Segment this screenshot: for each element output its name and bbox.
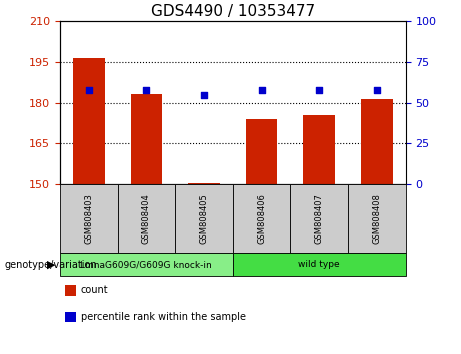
Text: GSM808408: GSM808408 (372, 193, 381, 244)
Point (373, 87, 381, 92)
Bar (130, 94, 162, 184)
Bar (73, 58, 105, 184)
Text: GSM808404: GSM808404 (142, 193, 151, 244)
Text: ▶: ▶ (47, 259, 55, 270)
Text: percentile rank within the sample: percentile rank within the sample (81, 312, 246, 322)
Text: count: count (81, 285, 108, 295)
Point (142, 87, 150, 92)
Point (315, 87, 323, 92)
Text: GSM808406: GSM808406 (257, 193, 266, 244)
Bar (303, 115, 335, 184)
Point (200, 92, 207, 97)
Bar (188, 183, 220, 184)
Text: genotype/variation: genotype/variation (5, 259, 97, 270)
Bar (246, 119, 278, 184)
Text: wild type: wild type (298, 260, 340, 269)
Text: LmnaG609G/G609G knock-in: LmnaG609G/G609G knock-in (81, 260, 212, 269)
Title: GDS4490 / 10353477: GDS4490 / 10353477 (151, 4, 315, 19)
Bar (361, 98, 393, 184)
Text: GSM808407: GSM808407 (315, 193, 324, 244)
Text: GSM808403: GSM808403 (84, 193, 93, 244)
Point (258, 87, 266, 92)
Point (85, 87, 92, 92)
Text: GSM808405: GSM808405 (200, 193, 208, 244)
